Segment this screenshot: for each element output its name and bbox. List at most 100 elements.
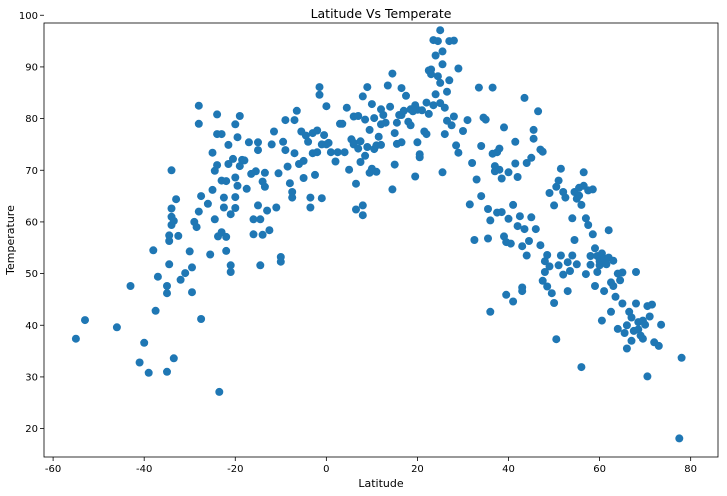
scatter-point [436, 78, 445, 87]
scatter-point [112, 323, 121, 332]
scatter-point [361, 151, 370, 160]
scatter-point [554, 261, 563, 270]
scatter-point [454, 148, 463, 157]
scatter-point [322, 102, 331, 111]
scatter-point [235, 112, 244, 120]
scatter-point [657, 320, 666, 329]
scatter-point [529, 134, 538, 143]
scatter-point [354, 144, 363, 153]
scatter-point [153, 272, 162, 281]
y-tick-label: 80 [25, 114, 38, 125]
scatter-point [584, 221, 593, 229]
scatter-point [260, 168, 269, 177]
scatter-point [167, 166, 176, 175]
scatter-point [249, 230, 258, 239]
scatter-point [306, 203, 315, 212]
scatter-point [206, 250, 215, 259]
scatter-point [586, 252, 595, 260]
scatter-point [447, 121, 456, 130]
y-tick-label: 60 [25, 217, 38, 228]
scatter-point [511, 159, 520, 168]
scatter-point [219, 203, 228, 212]
scatter-point [306, 193, 315, 202]
scatter-point [290, 116, 299, 125]
scatter-point [465, 200, 474, 209]
scatter-point [413, 138, 422, 147]
scatter-point [563, 258, 572, 267]
scatter-point [527, 213, 536, 222]
scatter-point [354, 112, 363, 120]
scatter-point [313, 126, 322, 135]
scatter-point [500, 123, 508, 132]
scatter-point [163, 367, 171, 376]
scatter-point [140, 338, 149, 347]
scatter-point [586, 260, 595, 269]
scatter-point [438, 168, 447, 177]
scatter-point [570, 236, 579, 244]
y-tick-label: 20 [25, 424, 38, 435]
scatter-point [81, 316, 89, 325]
scatter-point [581, 214, 590, 223]
scatter-point [324, 138, 333, 147]
scatter-point [429, 101, 438, 110]
scatter-point [358, 201, 367, 210]
scatter-point [643, 372, 652, 381]
scatter-point [581, 270, 590, 279]
scatter-point [315, 90, 324, 99]
scatter-point [163, 282, 171, 290]
scatter-point [470, 236, 479, 244]
scatter-point [229, 154, 237, 163]
scatter-point [254, 138, 262, 147]
scatter-point [502, 290, 511, 299]
scatter-point [522, 251, 531, 260]
scatter-point [358, 92, 367, 101]
scatter-point [194, 207, 203, 216]
scatter-point [433, 37, 442, 46]
x-tick-label: 20 [411, 464, 424, 475]
scatter-point [477, 192, 486, 201]
scatter-point [563, 287, 572, 296]
scatter-point [213, 110, 222, 119]
scatter-point [352, 179, 360, 188]
scatter-point [217, 130, 226, 139]
scatter-point [632, 299, 640, 308]
scatter-point [197, 315, 206, 323]
scatter-point [547, 289, 556, 298]
scatter-point [390, 129, 399, 138]
scatter-point [363, 143, 372, 151]
scatter-point [165, 260, 174, 269]
scatter-point [604, 226, 613, 235]
scatter-point [632, 268, 640, 276]
scatter-point [326, 148, 335, 157]
scatter-point [620, 329, 629, 337]
x-tick-label: 0 [323, 464, 329, 475]
scatter-point [222, 232, 231, 241]
scatter-point [627, 313, 636, 322]
scatter-point [534, 107, 543, 116]
scatter-point [165, 237, 174, 245]
scatter-point [244, 138, 253, 147]
scatter-point [438, 60, 447, 69]
scatter-point [654, 341, 663, 350]
scatter-point [406, 121, 415, 130]
scatter-point [315, 83, 324, 92]
scatter-point [231, 120, 240, 129]
scatter-point [609, 282, 618, 290]
scatter-point [511, 137, 520, 146]
scatter-point [197, 192, 206, 201]
scatter-point [591, 282, 599, 290]
scatter-point [165, 231, 174, 240]
scatter-point [231, 204, 240, 212]
scatter-point [317, 194, 326, 203]
x-tick-label: 40 [502, 464, 515, 475]
scatter-point [379, 111, 388, 119]
scatter-point [169, 216, 178, 225]
scatter-point [588, 185, 597, 194]
scatter-point [616, 276, 625, 285]
scatter-point [515, 212, 524, 221]
scatter-point [288, 193, 297, 202]
scatter-point [254, 201, 262, 210]
scatter-point [622, 344, 631, 353]
scatter-point [352, 205, 360, 214]
scatter-point [345, 165, 354, 174]
